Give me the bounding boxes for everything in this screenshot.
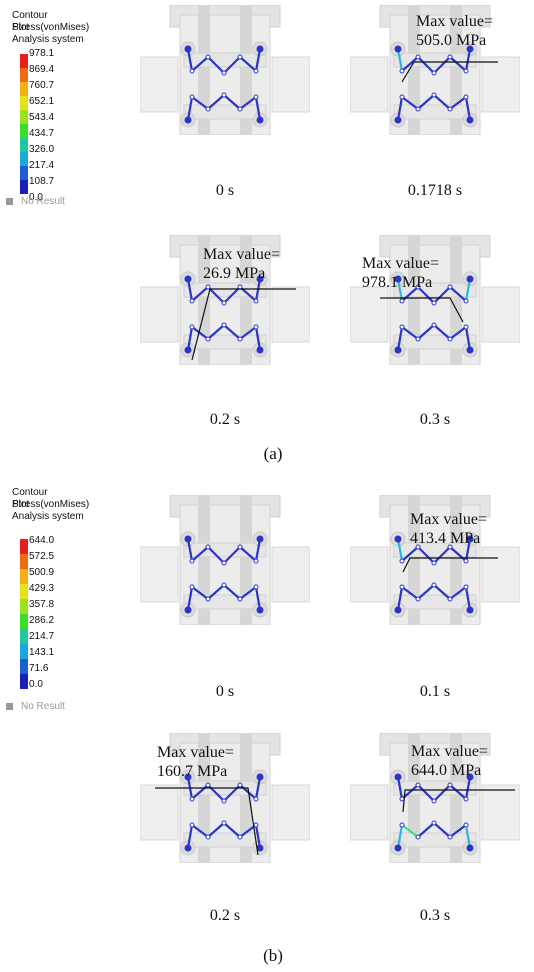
color-band-0: [20, 54, 28, 68]
color-band-8: [20, 659, 28, 674]
time-label-b-0: 0 s: [215, 683, 235, 700]
legend-value-3: 652.1: [29, 96, 55, 107]
legend-value-7: 143.1: [29, 647, 55, 658]
fe-model-view: [140, 5, 310, 135]
color-band-7: [20, 152, 28, 166]
annotation-line2: 644.0 MPa: [411, 762, 482, 779]
max-value-annotation-a-3: Max value= 978.1 MPa: [362, 254, 439, 292]
color-band-8: [20, 166, 28, 180]
no-result-swatch: [6, 702, 13, 710]
color-band-2: [20, 569, 28, 584]
color-band-5: [20, 124, 28, 138]
color-bar: [20, 54, 28, 194]
annotation-line2: 160.7 MPa: [157, 763, 228, 780]
max-value-annotation-b-1: Max value= 413.4 MPa: [410, 510, 487, 548]
legend-title-line1: Contour Plot: [12, 10, 48, 33]
annotation-line1: Max value=: [362, 255, 439, 272]
legend-value-1: 572.5: [29, 551, 55, 562]
color-band-4: [20, 110, 28, 124]
time-label-a-3: 0.3 s: [419, 411, 451, 428]
fe-model-view: [140, 495, 310, 625]
legend-title-line3: Analysis system: [12, 34, 84, 45]
time-label-a-2: 0.2 s: [209, 411, 241, 428]
no-result-key-a: No Result: [6, 196, 65, 207]
legend-value-2: 760.7: [29, 80, 55, 91]
legend-title-line1: Contour Plot: [12, 487, 48, 510]
legend-value-2: 500.9: [29, 567, 55, 578]
color-band-9: [20, 674, 28, 689]
max-value-annotation-a-1: Max value= 505.0 MPa: [416, 12, 493, 50]
panel-b-0: [140, 495, 310, 625]
time-label-a-1: 0.1718 s: [407, 182, 463, 199]
legend-value-4: 357.8: [29, 599, 55, 610]
annotation-line2: 413.4 MPa: [410, 530, 481, 547]
time-label-b-1: 0.1 s: [419, 683, 451, 700]
legend-value-0: 978.1: [29, 48, 55, 59]
panel-a-0: [140, 5, 310, 135]
color-band-6: [20, 138, 28, 152]
legend-value-8: 108.7: [29, 176, 55, 187]
subfigure-label-b: (b): [263, 946, 283, 965]
legend-title-line3: Analysis system: [12, 511, 84, 522]
max-value-annotation-b-3: Max value= 644.0 MPa: [411, 742, 488, 780]
time-label-b-3: 0.3 s: [419, 907, 451, 924]
legend-value-5: 434.7: [29, 128, 55, 139]
time-label-b-2: 0.2 s: [209, 907, 241, 924]
color-band-7: [20, 644, 28, 659]
color-bar: [20, 539, 28, 689]
no-result-label: No Result: [21, 196, 65, 207]
annotation-line1: Max value=: [410, 511, 487, 528]
legend-value-6: 214.7: [29, 631, 55, 642]
annotation-line1: Max value=: [157, 744, 234, 761]
legend-value-7: 217.4: [29, 160, 55, 171]
legend-value-9: 0.0: [29, 679, 43, 690]
legend-value-0: 644.0: [29, 535, 55, 546]
color-band-0: [20, 539, 28, 554]
color-band-5: [20, 614, 28, 629]
legend-value-8: 71.6: [29, 663, 49, 674]
max-value-annotation-b-2: Max value= 160.7 MPa: [157, 743, 234, 781]
legend-value-4: 543.4: [29, 112, 55, 123]
color-band-2: [20, 82, 28, 96]
time-label-a-0: 0 s: [215, 182, 235, 199]
legend-value-3: 429.3: [29, 583, 55, 594]
annotation-line2: 26.9 MPa: [203, 265, 266, 282]
annotation-line2: 505.0 MPa: [416, 32, 487, 49]
color-band-4: [20, 599, 28, 614]
legend-title-line2: Stress(vonMises): [12, 22, 90, 33]
color-band-3: [20, 96, 28, 110]
color-band-6: [20, 629, 28, 644]
color-band-9: [20, 180, 28, 194]
color-band-1: [20, 554, 28, 569]
color-band-3: [20, 584, 28, 599]
legend-value-5: 286.2: [29, 615, 55, 626]
legend-value-9: 0.0: [29, 192, 43, 203]
legend-title-line2: Stress(vonMises): [12, 499, 90, 510]
no-result-label: No Result: [21, 701, 65, 712]
annotation-line1: Max value=: [203, 246, 280, 263]
no-result-key-b: No Result: [6, 701, 65, 712]
max-value-annotation-a-2: Max value= 26.9 MPa: [203, 245, 280, 283]
color-band-1: [20, 68, 28, 82]
no-result-swatch: [6, 197, 13, 205]
annotation-line2: 978.1 MPa: [362, 274, 433, 291]
annotation-line1: Max value=: [411, 743, 488, 760]
subfigure-label-a: (a): [263, 444, 283, 463]
legend-value-6: 326.0: [29, 144, 55, 155]
annotation-line1: Max value=: [416, 13, 493, 30]
legend-value-1: 869.4: [29, 64, 55, 75]
